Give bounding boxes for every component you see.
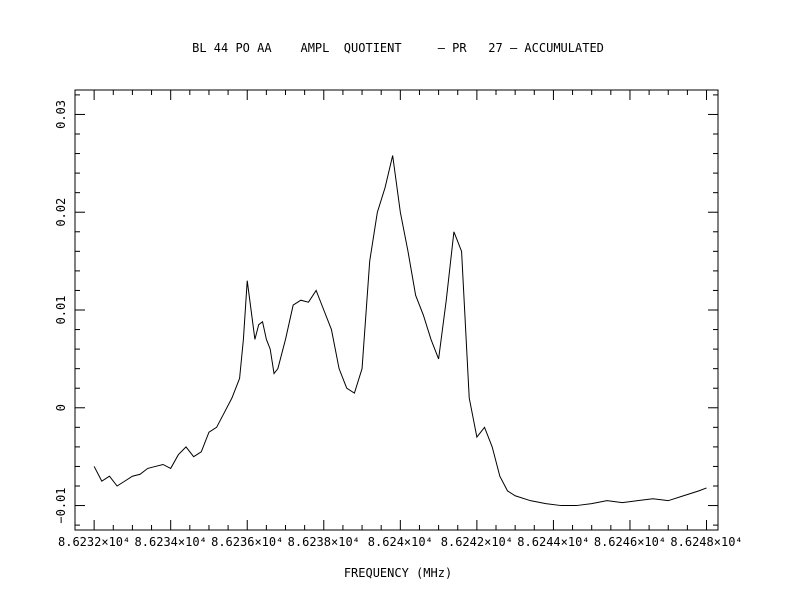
y-tick-labels: −0.01 0 0.01 0.02 0.03 <box>54 100 68 524</box>
x-tick-label: 8.6238×10⁴ <box>288 535 360 549</box>
axis-ticks <box>74 90 718 530</box>
x-tick-label: 8.6246×10⁴ <box>594 535 666 549</box>
x-tick-label: 8.6242×10⁴ <box>441 535 513 549</box>
x-tick-label: 8.6244×10⁴ <box>517 535 589 549</box>
chart-title: BL 44 PO AA AMPL QUOTIENT – PR 27 – ACCU… <box>192 41 604 55</box>
x-tick-labels: 8.6232×10⁴ 8.6234×10⁴ 8.6236×10⁴ 8.6238×10⁴… <box>58 535 743 549</box>
spectrum-line <box>93 155 707 507</box>
x-tick-label: 8.624×10⁴ <box>368 535 433 549</box>
y-tick-label: −0.01 <box>54 487 68 523</box>
plot-frame <box>74 89 719 531</box>
y-tick-label: 0.02 <box>54 198 68 227</box>
x-axis-label: FREQUENCY (MHz) <box>344 566 452 580</box>
y-tick-label: 0.01 <box>54 296 68 325</box>
y-tick-label: 0 <box>54 404 68 411</box>
x-tick-label: 8.6248×10⁴ <box>670 535 742 549</box>
y-tick-label: 0.03 <box>54 100 68 129</box>
x-tick-label: 8.6236×10⁴ <box>211 535 283 549</box>
x-tick-label: 8.6232×10⁴ <box>58 535 130 549</box>
x-tick-label: 8.6234×10⁴ <box>135 535 207 549</box>
